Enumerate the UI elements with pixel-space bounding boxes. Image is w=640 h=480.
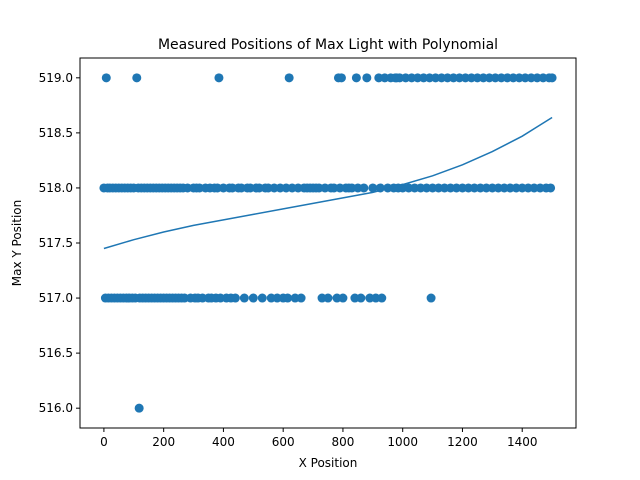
- data-point: [377, 293, 387, 303]
- y-tick-label: 516.5: [39, 346, 73, 360]
- data-point: [257, 293, 267, 303]
- data-point: [101, 73, 111, 83]
- y-axis-label: Max Y Position: [10, 200, 24, 287]
- data-point: [239, 293, 249, 303]
- data-point: [214, 73, 224, 83]
- y-tick-label: 518.5: [39, 126, 73, 140]
- x-axis: 0 200 400 600 800 1000 1200 1400: [100, 428, 537, 449]
- data-point: [356, 293, 366, 303]
- data-point: [296, 293, 306, 303]
- data-point: [351, 73, 361, 83]
- data-point: [338, 293, 348, 303]
- x-tick-label: 0: [100, 435, 108, 449]
- data-point: [248, 293, 258, 303]
- y-tick-label: 517.0: [39, 291, 73, 305]
- x-tick-label: 1000: [387, 435, 418, 449]
- data-point: [336, 73, 346, 83]
- y-tick-label: 517.5: [39, 236, 73, 250]
- data-point: [323, 293, 333, 303]
- polynomial-fit-line: [103, 116, 553, 250]
- data-point: [426, 293, 436, 303]
- chart-title: Measured Positions of Max Light with Pol…: [158, 37, 498, 53]
- x-tick-label: 600: [272, 435, 295, 449]
- plot-area: [99, 73, 557, 413]
- data-point: [283, 293, 293, 303]
- y-axis: 516.0 516.5 517.0 517.5 518.0 518.5 519.0: [39, 71, 80, 415]
- x-tick-label: 800: [331, 435, 354, 449]
- y-tick-label: 516.0: [39, 401, 73, 415]
- data-point: [368, 183, 378, 193]
- x-tick-label: 1400: [507, 435, 538, 449]
- y-tick-label: 519.0: [39, 71, 73, 85]
- x-axis-label: X Position: [299, 456, 358, 470]
- data-point: [359, 183, 369, 193]
- data-point: [547, 73, 557, 83]
- data-point: [546, 183, 556, 193]
- x-tick-label: 400: [212, 435, 235, 449]
- x-tick-label: 200: [152, 435, 175, 449]
- x-tick-label: 1200: [447, 435, 478, 449]
- data-point: [362, 73, 372, 83]
- data-point: [134, 403, 144, 413]
- data-point: [132, 73, 142, 83]
- data-point: [230, 293, 240, 303]
- data-point: [284, 73, 294, 83]
- y-tick-label: 518.0: [39, 181, 73, 195]
